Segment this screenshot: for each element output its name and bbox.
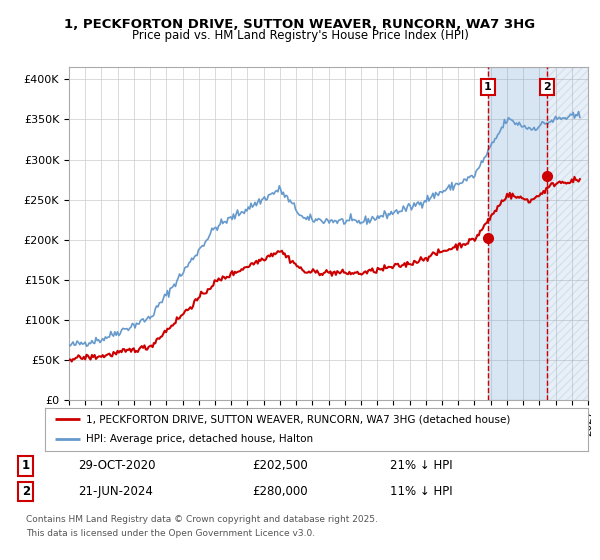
Text: £280,000: £280,000	[252, 485, 308, 498]
Text: 11% ↓ HPI: 11% ↓ HPI	[390, 485, 452, 498]
Bar	[547, 67, 588, 400]
Text: HPI: Average price, detached house, Halton: HPI: Average price, detached house, Halt…	[86, 434, 313, 444]
Text: 1, PECKFORTON DRIVE, SUTTON WEAVER, RUNCORN, WA7 3HG (detached house): 1, PECKFORTON DRIVE, SUTTON WEAVER, RUNC…	[86, 414, 510, 424]
Text: 2: 2	[543, 82, 551, 92]
Text: 2: 2	[22, 485, 30, 498]
Text: This data is licensed under the Open Government Licence v3.0.: This data is licensed under the Open Gov…	[26, 529, 315, 538]
Text: 29-OCT-2020: 29-OCT-2020	[78, 459, 155, 473]
Text: 21-JUN-2024: 21-JUN-2024	[78, 485, 153, 498]
Bar	[488, 67, 547, 400]
Text: £202,500: £202,500	[252, 459, 308, 473]
Text: 1: 1	[22, 459, 30, 473]
Text: 1: 1	[484, 82, 492, 92]
Text: 1, PECKFORTON DRIVE, SUTTON WEAVER, RUNCORN, WA7 3HG: 1, PECKFORTON DRIVE, SUTTON WEAVER, RUNC…	[64, 18, 536, 31]
Text: Price paid vs. HM Land Registry's House Price Index (HPI): Price paid vs. HM Land Registry's House …	[131, 29, 469, 42]
Text: 21% ↓ HPI: 21% ↓ HPI	[390, 459, 452, 473]
Text: Contains HM Land Registry data © Crown copyright and database right 2025.: Contains HM Land Registry data © Crown c…	[26, 515, 377, 524]
